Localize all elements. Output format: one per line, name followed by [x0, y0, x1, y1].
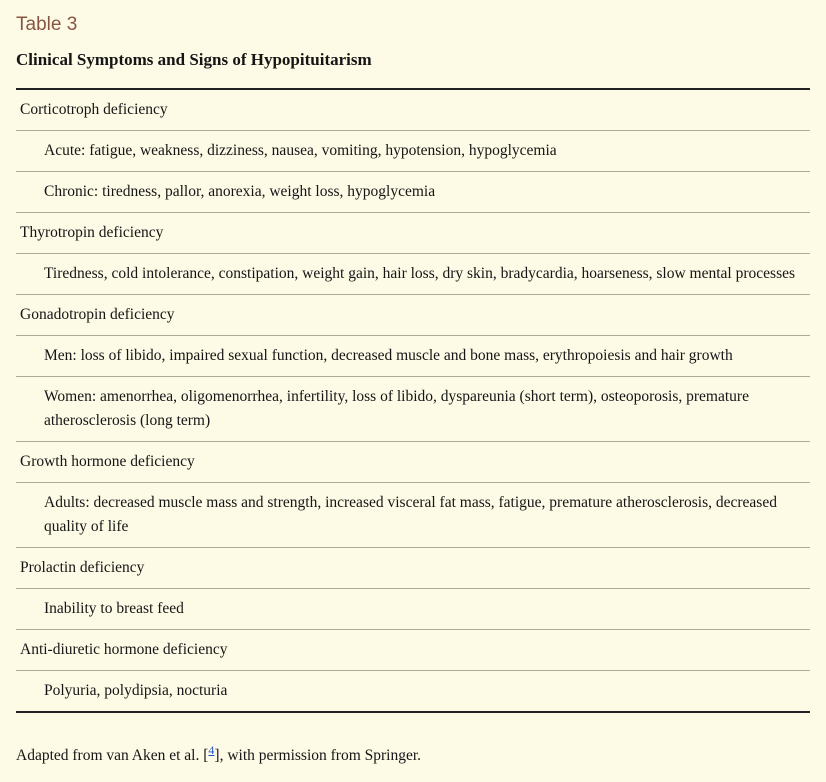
section-item: Men: loss of libido, impaired sexual fun… [16, 336, 810, 377]
section-item: Chronic: tiredness, pallor, anorexia, we… [16, 172, 810, 213]
table-title: Clinical Symptoms and Signs of Hypopitui… [16, 50, 810, 70]
section-header: Anti-diuretic hormone deficiency [16, 630, 810, 671]
symptoms-table: Corticotroph deficiencyAcute: fatigue, w… [16, 88, 810, 713]
caption-suffix: ], with permission from Springer. [214, 747, 421, 764]
section-item: Acute: fatigue, weakness, dizziness, nau… [16, 131, 810, 172]
table-caption: Adapted from van Aken et al. [4], with p… [16, 741, 810, 767]
section-item: Women: amenorrhea, oligomenorrhea, infer… [16, 377, 810, 442]
caption-prefix: Adapted from van Aken et al. [ [16, 747, 208, 764]
section-item: Polyuria, polydipsia, nocturia [16, 671, 810, 711]
section-header: Corticotroph deficiency [16, 90, 810, 131]
section-header: Thyrotropin deficiency [16, 213, 810, 254]
section-header: Growth hormone deficiency [16, 442, 810, 483]
section-header: Gonadotropin deficiency [16, 295, 810, 336]
table-label: Table 3 [16, 14, 810, 36]
section-item: Adults: decreased muscle mass and streng… [16, 483, 810, 548]
section-item: Inability to breast feed [16, 589, 810, 630]
section-header: Prolactin deficiency [16, 548, 810, 589]
section-item: Tiredness, cold intolerance, constipatio… [16, 254, 810, 295]
